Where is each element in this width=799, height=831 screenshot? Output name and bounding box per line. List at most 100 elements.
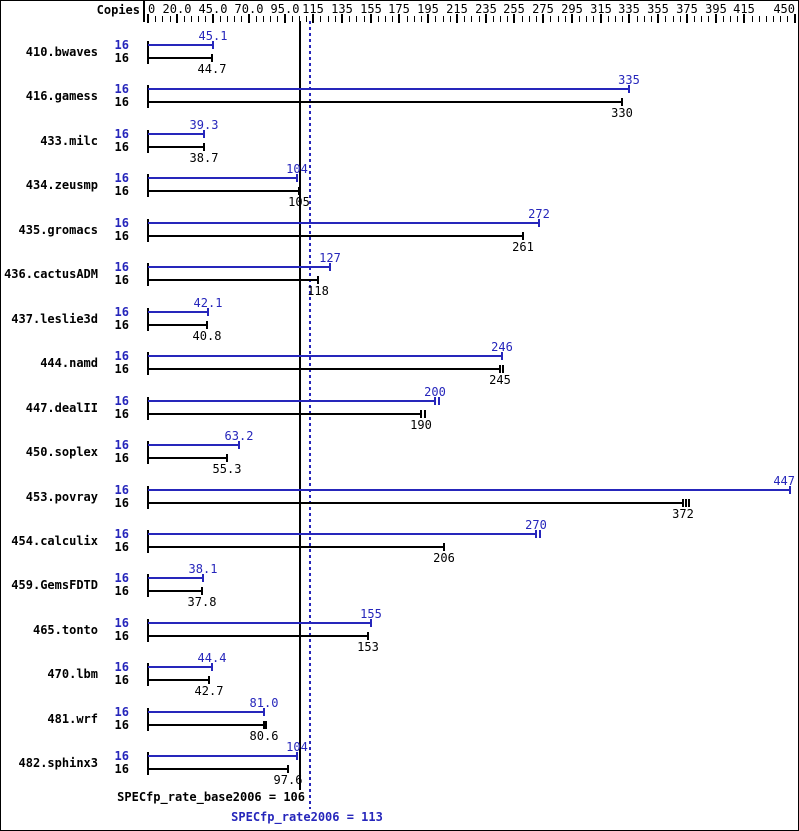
- axis-tick-label: 375: [676, 2, 698, 16]
- copies-label-base: 16: [114, 629, 129, 643]
- axis-minor-tick: [579, 16, 580, 22]
- peak-bar: [148, 311, 208, 313]
- axis-tick-label: 315: [590, 2, 612, 16]
- peak-value-label: 39.3: [189, 118, 219, 132]
- peak-bar-cap: [628, 85, 630, 93]
- base-value-label: 261: [512, 240, 534, 254]
- base-value-label: 37.8: [187, 595, 217, 609]
- copies-label-peak: 16: [114, 82, 129, 96]
- axis-minor-tick: [766, 16, 767, 22]
- axis-minor-tick: [673, 16, 674, 22]
- axis-minor-tick: [464, 16, 465, 22]
- copies-label-peak: 16: [114, 305, 129, 319]
- peak-run-tick: [539, 530, 541, 538]
- base-bar-cap: [499, 365, 501, 373]
- base-value-label: 40.8: [192, 329, 222, 343]
- axis-tick-label: 355: [647, 2, 669, 16]
- benchmark-label: 447.dealII: [25, 401, 98, 415]
- base-bar: [148, 502, 683, 504]
- bar-pair-stem: [147, 574, 149, 597]
- base-bar-cap: [263, 721, 265, 729]
- axis-major-tick: [456, 14, 458, 23]
- axis-minor-tick: [507, 16, 508, 22]
- copies-label-base: 16: [114, 273, 129, 287]
- peak-value-label: 127: [319, 251, 341, 265]
- peak-value-label: 200: [424, 385, 446, 399]
- base-bar-cap: [621, 98, 623, 106]
- base-value-label: 97.6: [273, 773, 303, 787]
- axis-major-tick: [370, 14, 372, 23]
- axis-minor-tick: [435, 16, 436, 22]
- base-value-label: 206: [433, 551, 455, 565]
- peak-bar: [148, 222, 539, 224]
- base-bar-cap: [201, 587, 203, 595]
- axis-major-tick: [176, 14, 178, 23]
- bar-pair-stem: [147, 441, 149, 464]
- axis-minor-tick: [752, 16, 753, 22]
- base-bar: [148, 57, 212, 59]
- axis-major-tick: [398, 14, 400, 23]
- peak-bar: [148, 489, 790, 491]
- peak-bar-cap: [238, 441, 240, 449]
- peak-bar-cap: [211, 663, 213, 671]
- base-run-tick: [685, 499, 687, 507]
- bar-pair-stem: [147, 486, 149, 509]
- axis-minor-tick: [320, 16, 321, 22]
- axis-minor-tick: [205, 16, 206, 22]
- peak-run-tick: [438, 397, 440, 405]
- axis-minor-tick: [328, 16, 329, 22]
- axis-minor-tick: [615, 16, 616, 22]
- peak-bar: [148, 88, 629, 90]
- axis-minor-tick: [349, 16, 350, 22]
- base-bar: [148, 679, 209, 681]
- peak-bar-cap: [207, 308, 209, 316]
- axis-minor-tick: [450, 16, 451, 22]
- base-bar: [148, 324, 207, 326]
- axis-minor-tick: [198, 16, 199, 22]
- copies-label-peak: 16: [114, 571, 129, 585]
- base-run-tick: [502, 365, 504, 373]
- axis-tick-label: 115: [302, 2, 324, 16]
- benchmark-label: 450.soplex: [25, 445, 98, 459]
- base-bar-cap: [367, 632, 369, 640]
- copies-label-peak: 16: [114, 260, 129, 274]
- axis-minor-tick: [335, 16, 336, 22]
- axis-major-tick: [147, 14, 149, 23]
- axis-major-tick: [657, 14, 659, 23]
- axis-tick-label: 255: [503, 2, 525, 16]
- peak-value-label: 104: [286, 740, 308, 754]
- axis-minor-tick: [356, 16, 357, 22]
- copies-label-peak: 16: [114, 171, 129, 185]
- peak-value-label: 38.1: [188, 562, 218, 576]
- base-bar: [148, 279, 318, 281]
- bar-pair-stem: [147, 663, 149, 686]
- axis-minor-tick: [730, 16, 731, 22]
- base-value-label: 153: [357, 640, 379, 654]
- peak-bar-cap: [434, 397, 436, 405]
- benchmark-label: 465.tonto: [32, 623, 98, 637]
- axis-minor-tick: [493, 16, 494, 22]
- copies-label-base: 16: [114, 584, 129, 598]
- base-run-tick: [424, 410, 426, 418]
- copies-label-base: 16: [114, 718, 129, 732]
- base-bar-cap: [226, 454, 228, 462]
- axis-minor-tick: [184, 16, 185, 22]
- peak-bar-cap: [789, 486, 791, 494]
- benchmark-label: 470.lbm: [47, 667, 98, 681]
- axis-minor-tick: [299, 16, 300, 22]
- peak-value-label: 155: [360, 607, 382, 621]
- axis-major-tick: [284, 14, 286, 23]
- axis-tick-label: 70.0: [234, 2, 264, 16]
- base-bar-cap: [203, 143, 205, 151]
- copies-label-peak: 16: [114, 616, 129, 630]
- peak-value-label: 42.1: [193, 296, 223, 310]
- axis-tick-label: 335: [618, 2, 640, 16]
- axis-minor-tick: [392, 16, 393, 22]
- axis-minor-tick: [651, 16, 652, 22]
- peak-bar: [148, 711, 264, 713]
- footer-base-result: SPECfp_rate_base2006 = 106: [117, 790, 305, 804]
- axis-minor-tick: [277, 16, 278, 22]
- axis-minor-tick: [780, 16, 781, 22]
- base-bar: [148, 546, 444, 548]
- axis-minor-tick: [701, 16, 702, 22]
